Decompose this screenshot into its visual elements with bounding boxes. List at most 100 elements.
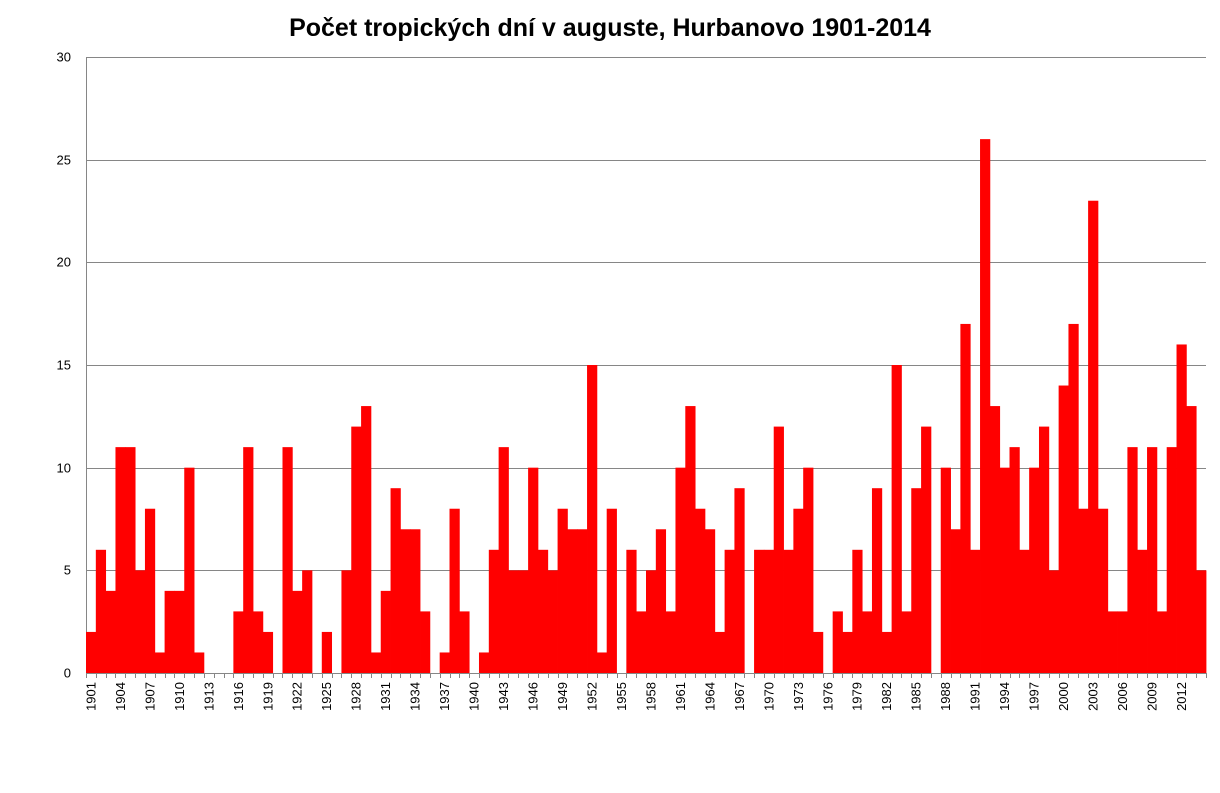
bar-1908: [154, 652, 165, 673]
x-tick-label: 1991: [968, 682, 983, 711]
bar-2005: [1107, 611, 1118, 673]
bar-1991: [970, 549, 981, 673]
x-tick-label: 1976: [820, 682, 835, 711]
bar-1945: [518, 570, 529, 673]
bar-1917: [243, 447, 254, 673]
bar-1902: [95, 549, 107, 673]
x-tick-label: 1943: [496, 682, 511, 711]
bar-1927: [341, 570, 352, 673]
x-tick-label: 2003: [1086, 682, 1101, 711]
bar-2007: [1127, 447, 1138, 673]
bar-1960: [665, 611, 676, 673]
bar-1963: [695, 508, 706, 673]
bar-1910: [174, 590, 185, 673]
bar-1909: [164, 590, 175, 673]
bar-2012: [1176, 344, 1187, 673]
bar-1941: [478, 652, 490, 673]
x-tick-label: 1955: [614, 682, 629, 711]
bar-1958: [646, 570, 657, 673]
bar-1953: [596, 652, 608, 673]
bar-1956: [626, 549, 637, 673]
x-tick-label: 1994: [997, 682, 1012, 711]
bar-1973: [793, 508, 804, 673]
bar-1919: [262, 631, 274, 673]
x-tick-label: 1913: [201, 682, 216, 711]
bar-1995: [1009, 447, 1020, 673]
bar-1939: [459, 611, 470, 673]
bar-1965: [714, 631, 725, 673]
bar-1912: [194, 652, 205, 673]
bar-1989: [950, 529, 961, 673]
bar-1992: [980, 139, 991, 673]
bar-1986: [921, 426, 932, 673]
bar-1947: [537, 549, 549, 673]
bar-1928: [351, 426, 362, 673]
bar-1988: [940, 467, 951, 673]
bar-1985: [911, 488, 922, 673]
x-tick-label: 1979: [850, 682, 865, 711]
bar-2002: [1078, 508, 1089, 673]
bar-1935: [420, 611, 431, 673]
x-tick-label: 2012: [1174, 682, 1189, 711]
bar-1952: [587, 365, 598, 673]
x-tick-label: 1928: [349, 682, 364, 711]
bar-2013: [1186, 406, 1197, 673]
bar-1999: [1048, 570, 1060, 673]
bar-1954: [606, 508, 617, 673]
x-tick-label: 1931: [378, 682, 393, 711]
bar-2008: [1137, 549, 1148, 673]
bar-1998: [1038, 426, 1050, 673]
x-tick-label: 1958: [643, 682, 658, 711]
bar-1932: [390, 488, 401, 673]
y-tick-label: 15: [57, 358, 71, 373]
bar-1930: [370, 652, 382, 673]
bar-1974: [803, 467, 814, 673]
bar-2011: [1166, 447, 1177, 673]
x-tick-label: 2006: [1115, 682, 1130, 711]
bar-1922: [292, 590, 303, 673]
bar-2004: [1097, 508, 1109, 673]
bar-1982: [881, 631, 893, 673]
bar-1921: [282, 447, 293, 673]
bar-1944: [508, 570, 519, 673]
bar-1943: [498, 447, 509, 673]
y-tick-label: 10: [57, 461, 71, 476]
x-tick-label: 1910: [172, 682, 187, 711]
y-tick-label: 25: [57, 153, 71, 168]
x-tick-label: 1961: [673, 682, 688, 711]
x-tick-label: 1901: [83, 682, 98, 711]
x-tick-label: 1982: [879, 682, 894, 711]
bar-1942: [488, 549, 500, 673]
bar-1957: [636, 611, 647, 673]
x-tick-label: 1967: [732, 682, 747, 711]
bar-1937: [439, 652, 450, 673]
bar-2014: [1196, 570, 1207, 673]
x-tick-label: 1964: [702, 682, 717, 711]
bar-1983: [891, 365, 902, 673]
x-tick-label: 1922: [290, 682, 305, 711]
bar-1949: [557, 508, 568, 673]
bar-1916: [233, 611, 244, 673]
x-tick-label: 1934: [408, 682, 423, 711]
x-tick-label: 1940: [467, 682, 482, 711]
bar-1972: [783, 549, 794, 673]
chart-title: Počet tropických dní v auguste, Hurbanov…: [289, 14, 931, 42]
bar-1907: [144, 508, 156, 673]
bar-1990: [960, 323, 971, 673]
x-tick-label: 1916: [231, 682, 246, 711]
bar-2009: [1147, 447, 1158, 673]
bar-1970: [763, 549, 775, 673]
bar-1946: [528, 467, 539, 673]
y-tick-label: 5: [64, 563, 71, 578]
x-tick-label: 1973: [791, 682, 806, 711]
bar-1996: [1019, 549, 1030, 673]
bar-1901: [86, 631, 97, 673]
bar-1981: [871, 488, 883, 673]
x-tick-label: 1952: [584, 682, 599, 711]
x-tick-label: 1937: [437, 682, 452, 711]
x-tick-label: 1949: [555, 682, 570, 711]
bar-1911: [184, 467, 195, 673]
bar-1977: [832, 611, 843, 673]
